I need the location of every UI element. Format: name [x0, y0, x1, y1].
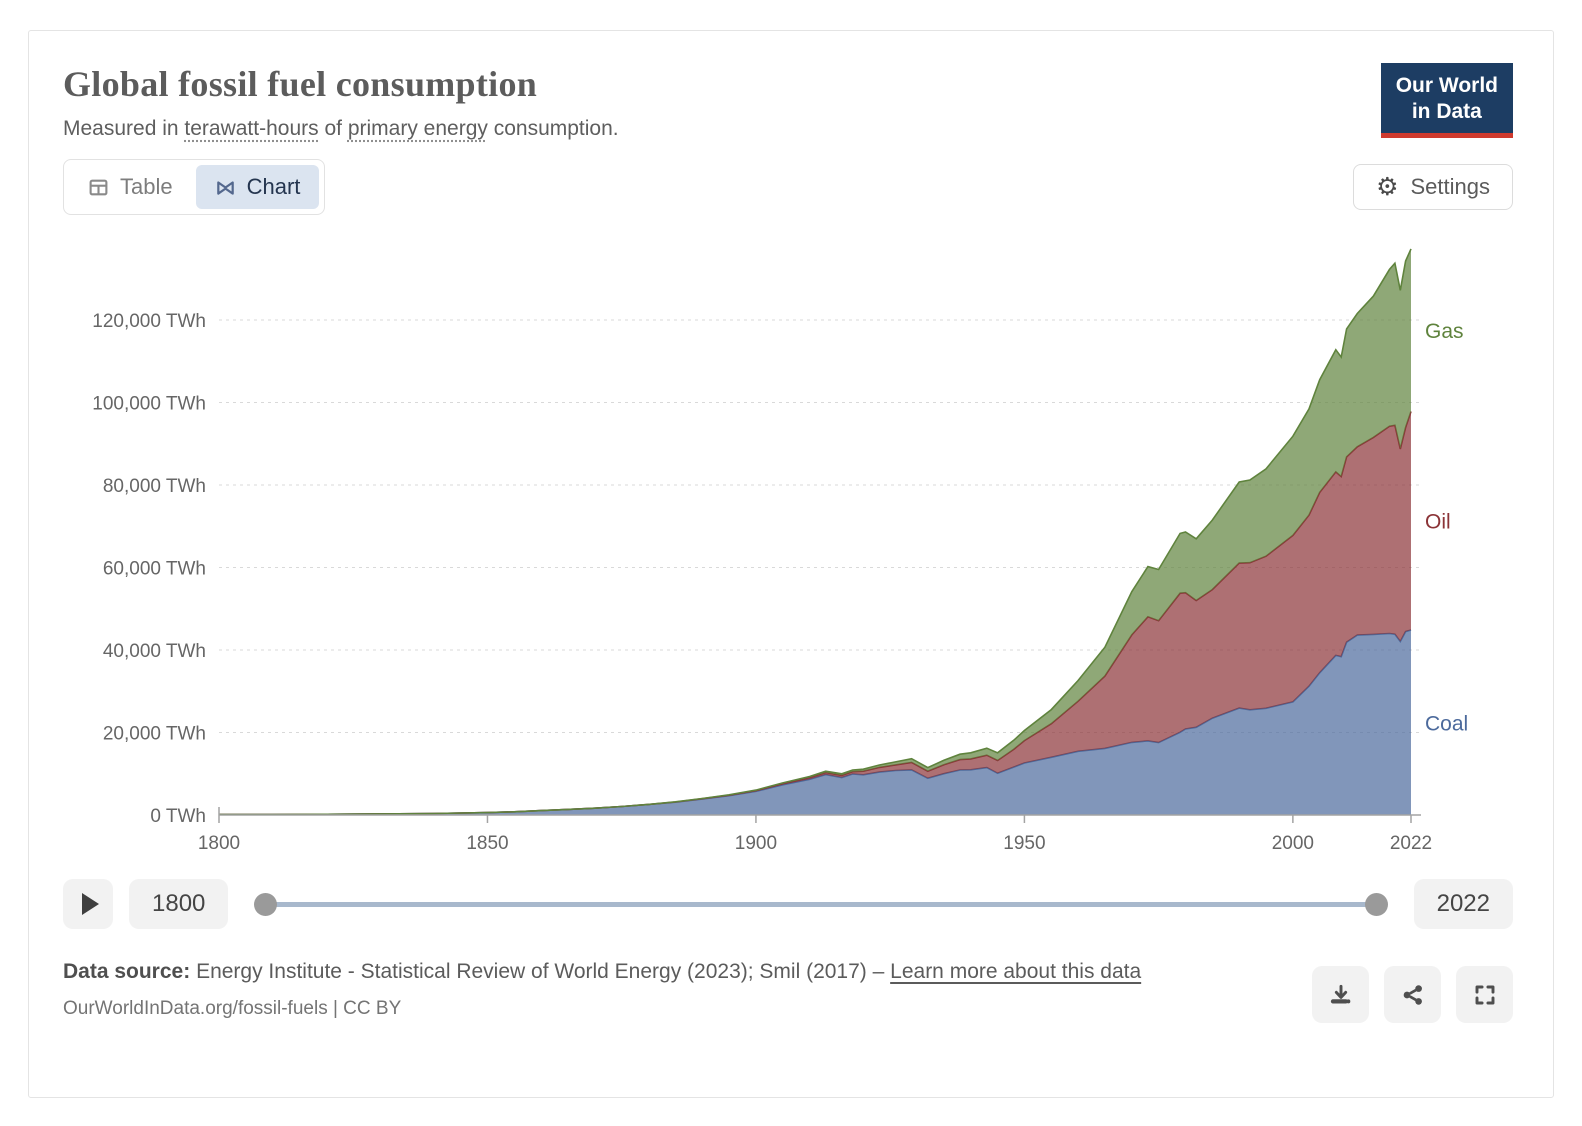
edge-gas [218, 248, 1412, 816]
play-button[interactable] [63, 879, 113, 929]
action-buttons [1312, 966, 1513, 1023]
area-oil[interactable] [219, 411, 1411, 815]
controls-row: Table Chart ⚙ Settings [29, 159, 1553, 215]
share-icon [1403, 984, 1422, 1005]
y-tick-label: 0 TWh [150, 806, 206, 827]
timeline-handle-end[interactable] [1364, 893, 1388, 916]
footer: Data source: Energy Institute - Statisti… [29, 932, 1553, 1023]
x-tick-label: 1900 [735, 833, 777, 854]
gear-icon: ⚙ [1376, 172, 1399, 201]
subtitle-lead: Measured in [63, 117, 185, 140]
chart-icon [216, 180, 234, 195]
tab-table-label: Table [120, 174, 173, 199]
table-icon [89, 179, 108, 195]
timeline-handle-start[interactable] [254, 893, 278, 916]
legend-label-gas[interactable]: Gas [1425, 320, 1464, 343]
terawatt-hours-term-link[interactable]: terawatt-hours [184, 117, 319, 140]
tab-chart[interactable]: Chart [195, 165, 320, 209]
settings-label: Settings [1410, 174, 1491, 199]
learn-more-link[interactable]: Learn more about this data [890, 960, 1142, 983]
chart-area: 0 TWh 20,000 TWh 40,000 TWh 60,000 TWh 80,00… [29, 227, 1553, 872]
download-button[interactable] [1312, 966, 1369, 1023]
y-tick-label: 100,000 TWh [92, 394, 206, 415]
x-tick-label: 1800 [198, 833, 240, 854]
x-tick-label: 1850 [466, 833, 508, 854]
share-button[interactable] [1384, 966, 1441, 1023]
settings-button[interactable]: ⚙ Settings [1353, 164, 1513, 210]
x-tick-label: 2000 [1272, 833, 1314, 854]
x-tick-label: 1950 [1003, 833, 1045, 854]
header-text: Global fossil fuel consumption Measured … [63, 63, 619, 141]
chart-card: Global fossil fuel consumption Measured … [28, 30, 1554, 1098]
fullscreen-button[interactable] [1456, 966, 1513, 1023]
timeline-track[interactable] [262, 902, 1380, 907]
timeline-start-year[interactable]: 1800 [129, 879, 229, 929]
y-tick-label: 20,000 TWh [103, 724, 206, 745]
x-tick-label: 2022 [1390, 833, 1432, 854]
page-title: Global fossil fuel consumption [63, 64, 538, 104]
area-coal[interactable] [219, 630, 1411, 815]
canonical-url: OurWorldInData.org/fossil-fuels | CC BY [63, 997, 402, 1019]
owid-logo[interactable]: Our World in Data [1380, 63, 1513, 138]
y-tick-label: 120,000 TWh [92, 311, 206, 332]
tab-chart-label: Chart [246, 174, 301, 199]
timeline-controls: 1800 2022 [29, 876, 1553, 932]
timeline-end-year[interactable]: 2022 [1413, 879, 1513, 929]
legend-label-coal[interactable]: Coal [1425, 712, 1468, 735]
legend-label-oil[interactable]: Oil [1425, 511, 1451, 534]
subtitle-tail: consumption. [487, 117, 619, 140]
chart-subtitle: Measured in terawatt-hours of primary en… [63, 117, 619, 141]
y-tick-label: 80,000 TWh [103, 476, 206, 497]
dash: – [872, 960, 885, 983]
y-tick-label: 40,000 TWh [103, 641, 206, 662]
fullscreen-icon [1475, 985, 1494, 1004]
data-source-label: Data source: [63, 960, 191, 983]
stacked-area-chart[interactable]: 0 TWh 20,000 TWh 40,000 TWh 60,000 TWh 80,00… [29, 227, 1553, 872]
data-source-line: Data source: Energy Institute - Statisti… [63, 956, 1141, 988]
download-icon [1330, 984, 1350, 1004]
data-source-block: Data source: Energy Institute - Statisti… [63, 956, 1141, 1023]
primary-energy-term-link[interactable]: primary energy [347, 117, 488, 140]
owid-logo-line1: Our World [1395, 74, 1498, 97]
timeline-slider[interactable] [254, 892, 1388, 916]
subtitle-mid: of [318, 117, 348, 140]
play-icon [82, 893, 99, 915]
owid-logo-line2: in Data [1411, 100, 1482, 124]
data-source-text: Energy Institute - Statistical Review of… [196, 960, 867, 983]
view-tabs: Table Chart [63, 159, 326, 215]
tab-table[interactable]: Table [69, 165, 192, 209]
y-tick-label: 60,000 TWh [103, 559, 206, 580]
header: Global fossil fuel consumption Measured … [29, 31, 1553, 141]
